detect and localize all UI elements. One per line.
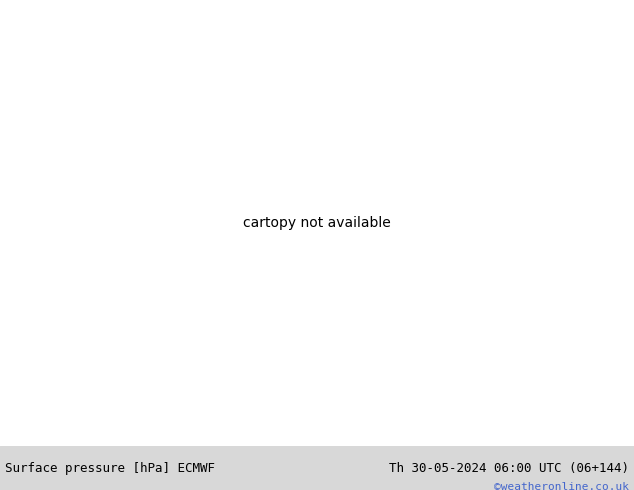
Text: ©weatheronline.co.uk: ©weatheronline.co.uk — [494, 482, 629, 490]
Text: cartopy not available: cartopy not available — [243, 216, 391, 230]
Text: Surface pressure [hPa] ECMWF: Surface pressure [hPa] ECMWF — [5, 462, 215, 475]
Text: Th 30-05-2024 06:00 UTC (06+144): Th 30-05-2024 06:00 UTC (06+144) — [389, 462, 629, 475]
